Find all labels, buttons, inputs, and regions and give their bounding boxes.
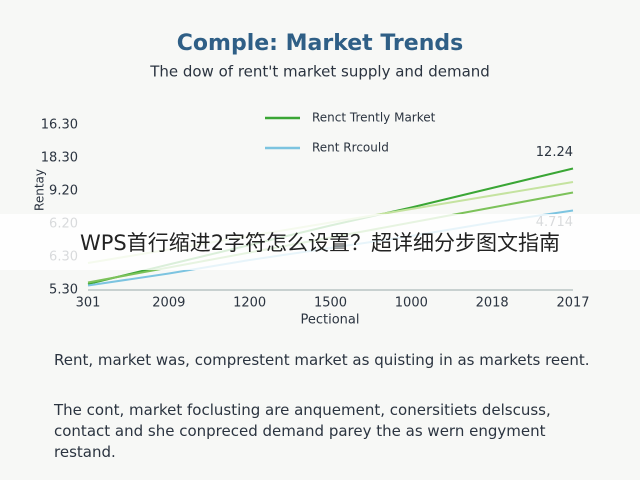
y-tick-label: 16.30 (41, 118, 78, 133)
y-axis-label: Rentay (33, 169, 47, 211)
y-tick-label: 5.30 (49, 283, 78, 298)
x-tick-label: 1500 (314, 296, 347, 311)
paragraph: Rent, market was, comprestent market as … (54, 351, 590, 369)
legend-label: Rent Rrcould (312, 141, 389, 155)
x-axis-label: Pectional (300, 313, 359, 328)
y-tick-label: 9.20 (49, 184, 78, 199)
legend-label: Renct Trently Market (312, 111, 436, 125)
banner: WPS首行缩进2字符怎么设置？超详细分步图文指南 (0, 214, 640, 270)
x-tick-label: 2018 (476, 296, 509, 311)
x-tick-label: 2017 (556, 296, 589, 311)
y-tick-label: 18.30 (41, 151, 78, 166)
x-tick-label: 2009 (152, 296, 185, 311)
paragraph: The cont, market foclusting are anquemen… (54, 401, 551, 461)
x-tick-label: 301 (76, 296, 101, 311)
x-tick-label: 1000 (395, 296, 428, 311)
chart-title: Comple: Market Trends (177, 31, 463, 56)
x-tick-label: 1200 (233, 296, 266, 311)
chart-subtitle: The dow of rent't market supply and dema… (149, 63, 490, 81)
annotation: 12.24 (536, 145, 573, 160)
